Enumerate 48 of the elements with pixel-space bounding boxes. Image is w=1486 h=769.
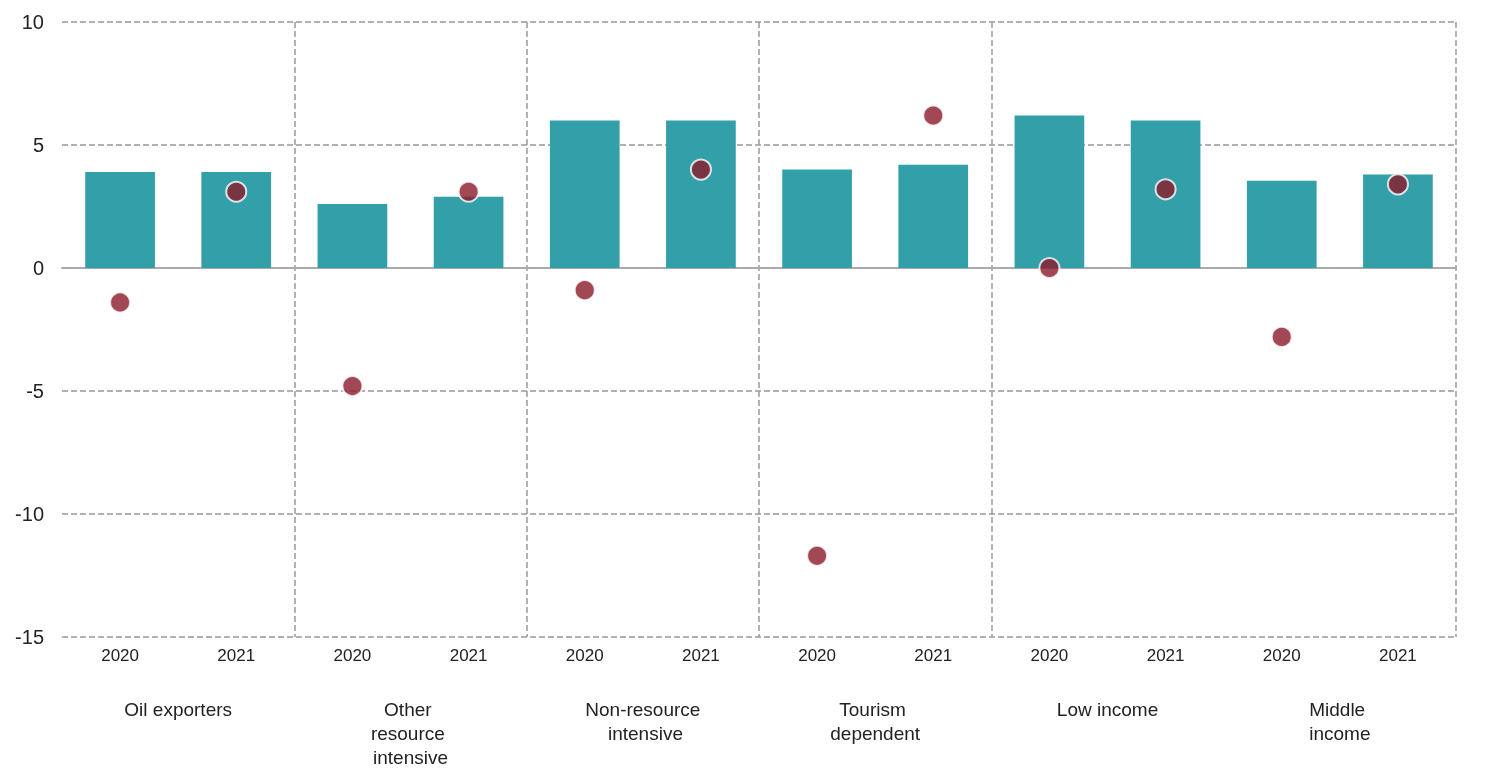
text: Low income xyxy=(1056,698,1159,720)
x-tick-label: 2021 xyxy=(449,646,488,665)
bar xyxy=(666,120,736,268)
x-tick-label: 2020 xyxy=(1030,646,1069,665)
y-tick-label: -10 xyxy=(15,503,44,525)
bar xyxy=(549,120,620,268)
x-tick-label: 2021 xyxy=(914,646,953,665)
text: Oil exporters xyxy=(124,698,233,720)
x-tick-label: 2021 xyxy=(1379,646,1417,665)
x-tick-label: 2020 xyxy=(101,646,139,665)
point xyxy=(109,291,132,314)
x-tick-label: 2021 xyxy=(1146,646,1185,665)
text: Non-resource intensive xyxy=(585,698,701,744)
x-tick-label: 2021 xyxy=(217,646,256,665)
point xyxy=(1154,178,1177,201)
bar xyxy=(85,172,155,268)
bar xyxy=(1130,120,1201,268)
point xyxy=(341,375,364,398)
point xyxy=(225,180,248,203)
x-tick-label: 2021 xyxy=(682,646,720,665)
point xyxy=(1270,325,1293,348)
bar xyxy=(1363,174,1433,268)
y-tick-label: 10 xyxy=(21,11,44,33)
y-tick-label: 0 xyxy=(32,257,44,279)
y-tick-label: 5 xyxy=(32,134,44,156)
point xyxy=(689,158,712,181)
x-tick-label: 2020 xyxy=(333,646,372,665)
point xyxy=(806,544,829,567)
x-tick-label: 2020 xyxy=(565,646,604,665)
bar xyxy=(317,204,388,268)
text: Middle income xyxy=(1309,698,1371,744)
point xyxy=(457,180,480,203)
y-tick-label: -5 xyxy=(26,380,44,402)
bar xyxy=(433,196,504,268)
point xyxy=(1386,173,1409,196)
bar xyxy=(1014,115,1085,268)
y-tick-label: -15 xyxy=(15,626,44,648)
x-tick-label: 2020 xyxy=(798,646,836,665)
bar xyxy=(201,172,272,268)
bar xyxy=(782,169,852,268)
point xyxy=(1038,257,1061,279)
point xyxy=(922,104,945,127)
text: Tourism dependent xyxy=(830,698,921,744)
point xyxy=(573,279,596,302)
bar xyxy=(1246,180,1317,268)
text: Other resource intensive xyxy=(370,698,451,768)
x-tick-label: 2020 xyxy=(1262,646,1301,665)
bar xyxy=(898,164,969,268)
